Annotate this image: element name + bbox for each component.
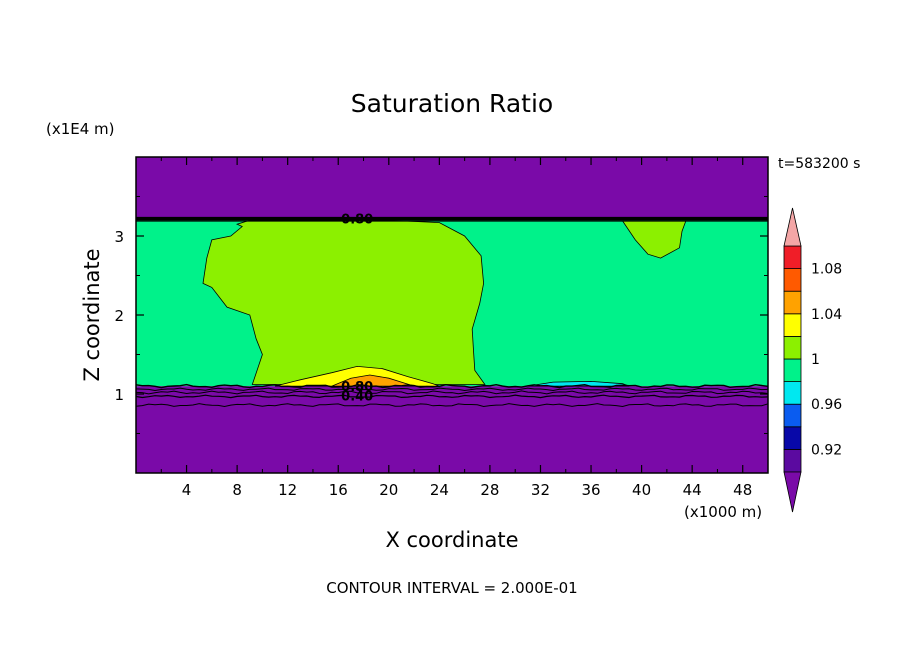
y-tick-label: 1 xyxy=(114,386,124,404)
contour-0-60 xyxy=(136,390,768,395)
colorbar-segment xyxy=(783,358,802,383)
y-axis-label: Z coordinate xyxy=(80,248,104,381)
colorbar-segment xyxy=(783,381,802,405)
colorbar-segment xyxy=(783,403,802,428)
x-tick-label: 8 xyxy=(232,481,242,499)
colorbar-segment xyxy=(783,426,802,450)
colorbar-tick-label: 1 xyxy=(811,352,820,368)
colorbar-tick-label: 1.04 xyxy=(811,307,842,323)
x-tick-label: 44 xyxy=(683,481,702,499)
colorbar-segment xyxy=(783,268,802,292)
x-tick-label: 4 xyxy=(182,481,192,499)
colorbar-tick-label: 0.92 xyxy=(811,442,842,458)
x-tick-label: 20 xyxy=(379,481,398,499)
y-axis-ticks: 1 2 3 xyxy=(114,196,768,434)
x-tick-label: 48 xyxy=(733,481,752,499)
x-axis-ticks: 4 8 12 16 20 24 28 32 36 40 44 48 xyxy=(160,157,752,499)
colorbar-segment xyxy=(783,245,802,270)
contour-0-80 xyxy=(136,387,768,392)
x-tick-label: 12 xyxy=(278,481,297,499)
x-tick-label: 24 xyxy=(430,481,449,499)
colorbar-over-arrow xyxy=(783,207,802,247)
region-lower-layer xyxy=(136,386,768,473)
colorbar-tick-label: 0.96 xyxy=(811,397,842,413)
x-axis-label: X coordinate xyxy=(385,528,518,552)
y-tick-label: 3 xyxy=(114,228,124,246)
colorbar-segment xyxy=(783,335,802,360)
contour-0-40 xyxy=(136,394,768,399)
contour-interval-note: CONTOUR INTERVAL = 2.000E-01 xyxy=(326,579,577,597)
colorbar-segment xyxy=(783,290,802,315)
colorbar: 0.92 0.96 1 1.04 1.08 xyxy=(783,207,842,513)
x-tick-label: 36 xyxy=(581,481,600,499)
colorbar-under-arrow xyxy=(783,471,802,513)
x-tick-label: 40 xyxy=(632,481,651,499)
colorbar-tick-label: 1.08 xyxy=(811,262,842,278)
contour-label: 0.80 xyxy=(341,380,373,395)
x-multiplier-label: (x1000 m) xyxy=(684,503,762,521)
contour-labels: 0.800.800.40 xyxy=(341,213,373,405)
contour-lines xyxy=(136,216,768,408)
region-upper-stratosphere xyxy=(136,157,768,219)
colorbar-segment xyxy=(783,448,802,473)
time-label: t=583200 s xyxy=(778,156,860,172)
cloud-top-patch xyxy=(621,220,687,259)
colorbar-segment xyxy=(783,313,802,337)
contour-field xyxy=(136,157,768,473)
contour-label: 0.40 xyxy=(341,390,373,405)
chart-title: Saturation Ratio xyxy=(351,89,553,118)
x-tick-label: 16 xyxy=(329,481,348,499)
moist-top-contour xyxy=(136,383,768,389)
x-tick-label: 32 xyxy=(531,481,550,499)
x-tick-label: 28 xyxy=(480,481,499,499)
supersaturated-plume xyxy=(202,219,486,385)
y-tick-label: 2 xyxy=(114,307,124,325)
contour-0-20 xyxy=(136,403,768,408)
contour-label: 0.80 xyxy=(341,213,373,228)
y-multiplier-label: (x1E4 m) xyxy=(46,120,115,138)
